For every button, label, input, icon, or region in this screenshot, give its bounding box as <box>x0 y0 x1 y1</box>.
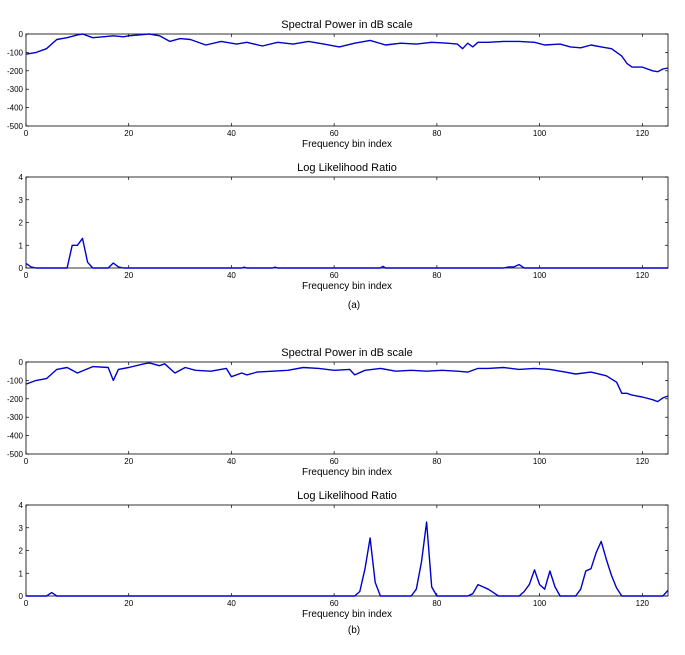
x-tick-label: 80 <box>432 129 441 138</box>
x-tick-label: 120 <box>636 457 650 466</box>
x-tick-label: 60 <box>330 457 339 466</box>
y-tick-label: -500 <box>7 450 24 459</box>
x-tick-label: 40 <box>227 599 236 608</box>
subplot-b-bottom: Log Likelihood Ratio 0 20 40 60 80 100 120 0 1 2 3 4… <box>19 490 669 620</box>
y-tick-label: 4 <box>19 173 24 182</box>
chart-title: Log Likelihood Ratio <box>297 490 397 502</box>
y-tick-label: -400 <box>7 104 24 113</box>
y-tick-label: 1 <box>19 569 24 578</box>
subplot-a-top: Spectral Power in dB scale 0 20 40 60 80 100 12… <box>7 19 669 150</box>
x-tick-label: 60 <box>330 129 339 138</box>
series-line-b-bottom <box>26 521 669 597</box>
y-tick-label: 0 <box>19 264 24 273</box>
x-tick-label: 120 <box>636 271 650 280</box>
x-tick-label: 20 <box>124 599 133 608</box>
chart-title: Spectral Power in dB scale <box>281 347 412 359</box>
x-axis-label: Frequency bin index <box>302 139 392 150</box>
axes-box <box>25 33 669 127</box>
x-tick-label: 20 <box>124 271 133 280</box>
caption-b: (b) <box>348 625 360 636</box>
subplot-b-top: Spectral Power in dB scale 0 20 40 60 80 100 12… <box>7 347 669 478</box>
x-tick-label: 40 <box>227 457 236 466</box>
x-tick-label: 0 <box>24 599 29 608</box>
y-tick-label: 3 <box>19 524 24 533</box>
y-tick-label: 0 <box>19 358 24 367</box>
x-tick-label: 60 <box>330 599 339 608</box>
y-tick-label: 2 <box>19 547 24 556</box>
series-line-a-bottom <box>25 237 668 269</box>
y-tick-label: -100 <box>7 376 24 385</box>
x-tick-label: 0 <box>24 129 29 138</box>
axes-box <box>25 176 669 269</box>
subplot-a-bottom: Log Likelihood Ratio 0 20 40 60 80 100 120 0 1 2 3 4… <box>19 162 669 292</box>
chart-title: Log Likelihood Ratio <box>297 162 397 174</box>
x-tick-label: 100 <box>533 129 547 138</box>
x-tick-label: 0 <box>24 457 29 466</box>
y-tick-label: -100 <box>7 48 24 57</box>
x-axis-label: Frequency bin index <box>302 609 392 620</box>
y-tick-label: 2 <box>19 219 24 228</box>
x-tick-label: 20 <box>124 129 133 138</box>
y-tick-label: -200 <box>7 67 24 76</box>
y-tick-label: 3 <box>19 196 24 205</box>
series-line-b-top <box>25 362 669 403</box>
x-tick-label: 80 <box>432 271 441 280</box>
x-tick-label: 80 <box>432 599 441 608</box>
y-tick-label: -200 <box>7 395 24 404</box>
x-tick-label: 0 <box>24 271 29 280</box>
x-tick-label: 100 <box>533 599 547 608</box>
y-tick-label: -300 <box>7 85 24 94</box>
x-axis-label: Frequency bin index <box>302 467 392 478</box>
y-tick-label: 1 <box>19 241 24 250</box>
y-tick-label: -400 <box>7 432 24 441</box>
y-tick-label: -500 <box>7 122 24 131</box>
y-tick-label: -300 <box>7 413 24 422</box>
x-tick-label: 120 <box>636 129 650 138</box>
axes-box <box>25 504 669 597</box>
y-tick-label: 0 <box>19 30 24 39</box>
x-tick-label: 100 <box>533 457 547 466</box>
x-tick-label: 40 <box>227 129 236 138</box>
x-tick-label: 20 <box>124 457 133 466</box>
x-tick-label: 100 <box>533 271 547 280</box>
x-tick-label: 40 <box>227 271 236 280</box>
chart-title: Spectral Power in dB scale <box>281 19 412 31</box>
x-axis-label: Frequency bin index <box>302 281 392 292</box>
y-tick-label: 0 <box>19 592 24 601</box>
x-tick-label: 120 <box>636 599 650 608</box>
caption-a: (a) <box>348 300 360 311</box>
y-tick-label: 4 <box>19 501 24 510</box>
x-tick-label: 80 <box>432 457 441 466</box>
x-tick-label: 60 <box>330 271 339 280</box>
axes-box <box>25 361 669 455</box>
series-line-a-top <box>25 33 669 73</box>
